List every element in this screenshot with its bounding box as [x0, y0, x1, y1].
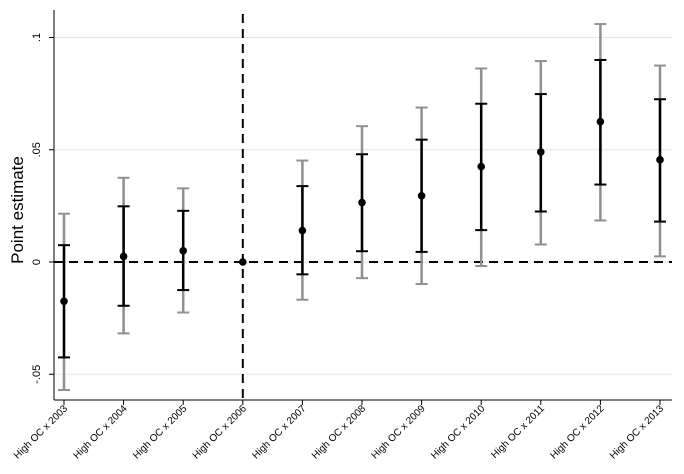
estimate-group: [356, 125, 368, 280]
estimate-group: [58, 212, 70, 391]
x-tick-label: High OC x 2006: [191, 403, 249, 461]
x-tick-label: High OC x 2007: [250, 403, 308, 461]
y-tick-label: 0: [31, 259, 43, 265]
point-estimate-marker: [417, 191, 426, 200]
point-estimate-marker: [358, 198, 366, 207]
point-estimate-marker: [298, 226, 307, 235]
estimate-group: [654, 64, 666, 258]
point-estimate-marker: [179, 246, 187, 255]
y-axis-label: Point estimate: [8, 156, 27, 264]
x-tick-label: High OC x 2013: [608, 403, 666, 461]
point-estimate-marker: [656, 156, 664, 164]
estimate-group: [415, 106, 428, 286]
point-estimate-marker: [596, 117, 605, 126]
x-ticks: High OC x 2003 High OC x 2004 High OC x 20…: [12, 400, 666, 461]
x-tick-label: High OC x 2012: [548, 403, 606, 461]
axes: [53, 10, 672, 401]
point-estimate-marker: [537, 148, 545, 156]
estimate-group: [594, 23, 607, 222]
x-tick-label: High OC x 2004: [72, 403, 130, 461]
x-tick-label: High OC x 2009: [370, 403, 428, 461]
estimate-group: [177, 187, 190, 314]
x-tick-label: High OC x 2003: [12, 403, 70, 461]
x-tick-label: High OC x 2010: [429, 403, 487, 461]
y-tick-label: .05: [31, 142, 43, 157]
point-estimate-marker: [239, 258, 247, 266]
y-tick-label: .1: [31, 33, 43, 42]
point-estimate-marker: [119, 252, 128, 261]
point-estimate-marker: [60, 297, 68, 306]
estimate-group: [475, 67, 488, 268]
estimates: [58, 23, 666, 391]
y-ticks: -.05 0 .05 .1: [31, 33, 54, 384]
estimate-group: [534, 60, 547, 246]
point-estimate-marker: [477, 162, 486, 171]
x-tick-label: High OC x 2011: [489, 403, 547, 461]
x-tick-label: High OC x 2005: [131, 403, 189, 461]
estimate-group: [239, 258, 247, 266]
estimate-group: [296, 159, 309, 301]
estimate-group: [117, 176, 130, 335]
y-tick-label: -.05: [31, 365, 43, 384]
x-tick-label: High OC x 2008: [310, 403, 368, 461]
